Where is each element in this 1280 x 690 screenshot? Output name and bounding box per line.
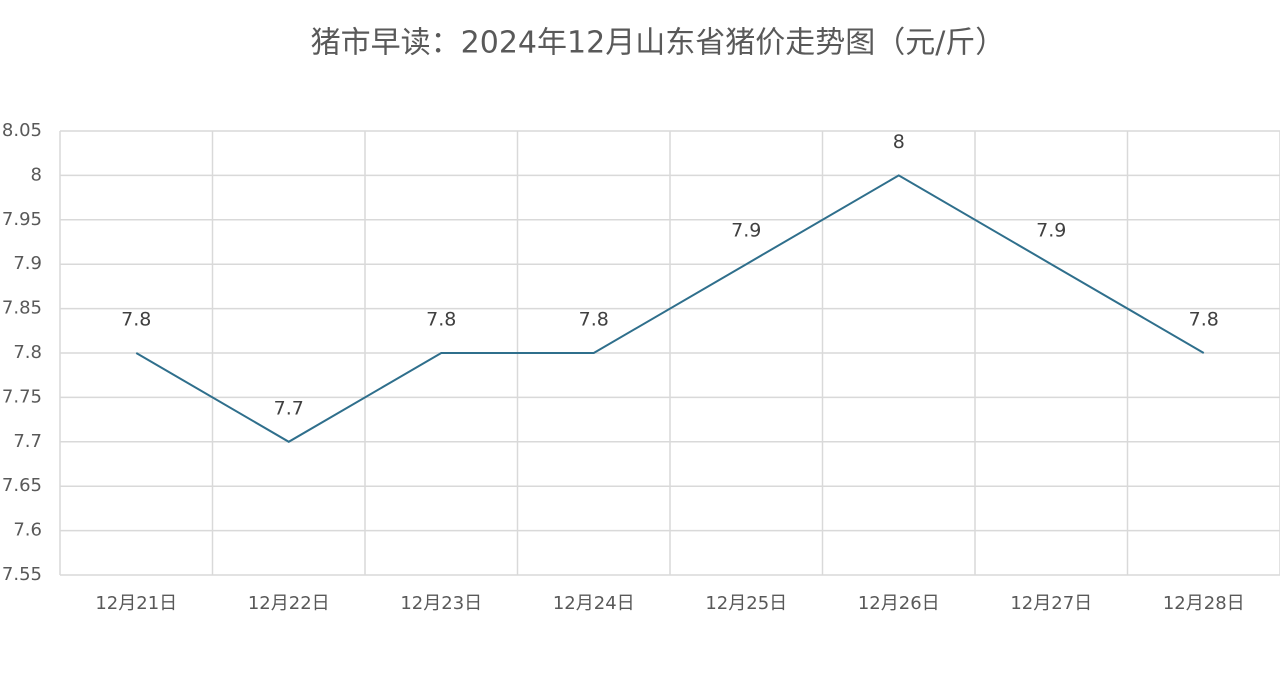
x-tick-label: 12月28日	[1163, 593, 1245, 614]
data-label: 7.8	[121, 309, 151, 331]
data-label: 7.9	[731, 220, 761, 242]
data-label: 7.7	[274, 397, 304, 419]
y-tick-label: 7.7	[13, 431, 42, 452]
data-label: 8	[893, 131, 905, 153]
x-tick-label: 12月26日	[858, 593, 940, 614]
y-tick-label: 7.95	[2, 209, 42, 230]
x-tick-label: 12月21日	[95, 593, 177, 614]
x-tick-label: 12月27日	[1010, 593, 1092, 614]
x-tick-label: 12月23日	[400, 593, 482, 614]
data-label: 7.8	[426, 309, 456, 331]
x-tick-label: 12月22日	[248, 593, 330, 614]
x-tick-label: 12月25日	[705, 593, 787, 614]
y-tick-label: 7.8	[13, 342, 42, 363]
y-tick-label: 8.05	[2, 120, 42, 141]
y-tick-label: 7.65	[2, 475, 42, 496]
y-tick-label: 7.55	[2, 564, 42, 585]
x-tick-label: 12月24日	[553, 593, 635, 614]
data-line	[135, 174, 1205, 443]
data-label: 7.8	[579, 309, 609, 331]
y-tick-label: 7.9	[13, 253, 42, 274]
data-label: 7.8	[1189, 309, 1219, 331]
y-tick-label: 7.75	[2, 386, 42, 407]
chart-title: 猪市早读：2024年12月山东省猪价走势图（元/斤）	[311, 26, 1006, 61]
y-tick-label: 8	[31, 164, 42, 185]
y-tick-label: 7.85	[2, 298, 42, 319]
y-tick-label: 7.6	[13, 520, 42, 541]
data-label: 7.9	[1036, 220, 1066, 242]
